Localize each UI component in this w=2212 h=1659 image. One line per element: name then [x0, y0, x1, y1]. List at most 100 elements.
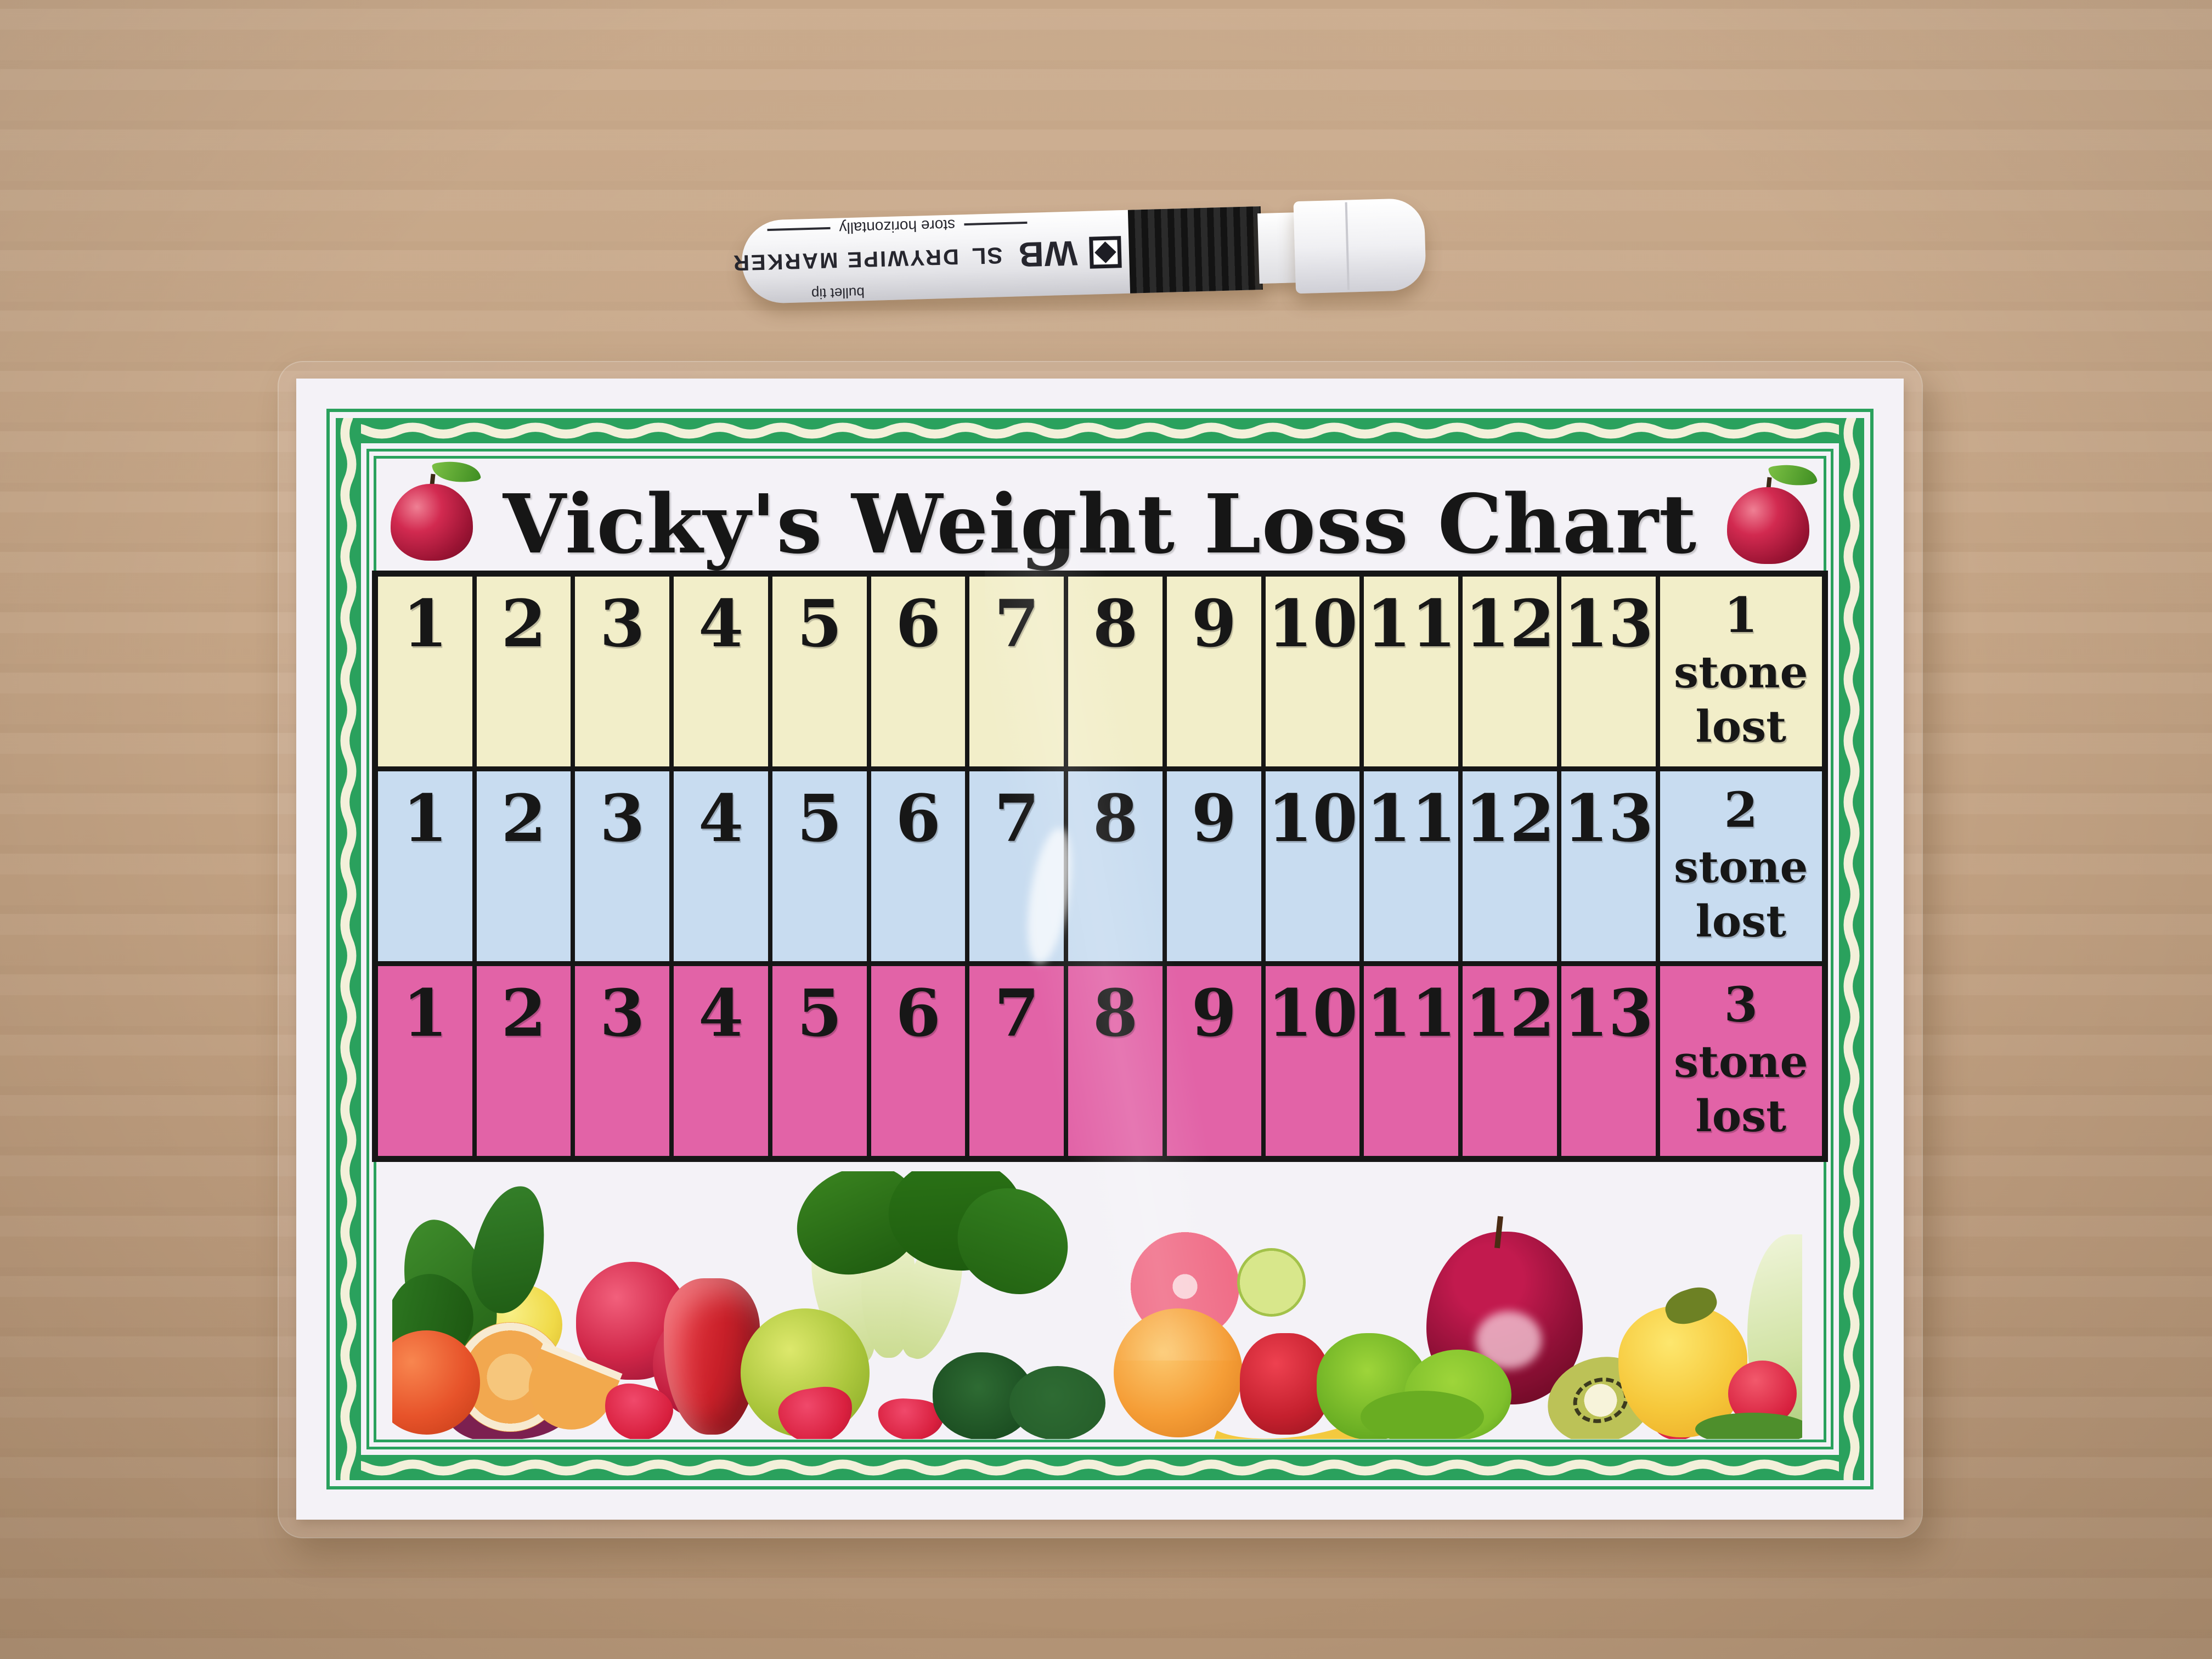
week-cell: 6	[871, 966, 966, 1156]
week-cell: 3	[575, 966, 670, 1156]
row-1-stone: 1 2 3 4 5 6 7 8 9 10 11 12 13 1 stone lost	[378, 577, 1822, 766]
page-title: Vicky's Weight Loss Chart	[503, 476, 1697, 572]
goal-cell: 3 stone lost	[1660, 966, 1822, 1156]
week-cell: 9	[1166, 771, 1261, 961]
drywipe-marker-pen: WB SL DRYWIPE MARKER store horizontally …	[731, 195, 1429, 313]
week-number: 5	[797, 585, 842, 662]
week-number: 11	[1366, 585, 1457, 662]
red-pepper-shape	[1240, 1333, 1330, 1435]
week-cell: 7	[969, 577, 1064, 766]
week-cell: 7	[969, 771, 1064, 961]
border-band-right	[1839, 418, 1864, 1480]
goal-word: stone	[1674, 646, 1808, 698]
week-number: 3	[600, 780, 645, 856]
marker-brand: WB	[1017, 233, 1078, 275]
week-number: 10	[1267, 585, 1358, 662]
marker-store-note: store horizontally	[767, 214, 1028, 239]
border-band-top	[336, 418, 1864, 443]
week-number: 4	[698, 585, 744, 662]
marker-grip-band	[1127, 206, 1263, 294]
week-number: 9	[1191, 975, 1237, 1051]
week-number: 5	[797, 780, 842, 856]
week-number: 1	[402, 975, 448, 1051]
goal-word: lost	[1695, 701, 1787, 752]
week-cell: 4	[674, 577, 768, 766]
week-cell: 12	[1463, 577, 1557, 766]
week-cell: 2	[476, 966, 571, 1156]
week-number: 5	[797, 975, 842, 1051]
week-cell: 5	[772, 577, 867, 766]
week-number: 12	[1464, 585, 1555, 662]
fruit-veg-collage	[392, 1171, 1802, 1439]
border-outer-line	[326, 409, 1874, 1489]
goal-cell: 2 stone lost	[1660, 771, 1822, 961]
week-number: 12	[1464, 780, 1555, 856]
week-cell: 7	[969, 966, 1064, 1156]
lime-shape	[1237, 1248, 1306, 1317]
week-cell: 2	[476, 577, 571, 766]
diamond-icon	[1094, 241, 1116, 263]
week-cell: 11	[1364, 966, 1459, 1156]
goal-word: stone	[1674, 841, 1808, 893]
week-cell: 12	[1463, 966, 1557, 1156]
week-number: 8	[1092, 975, 1138, 1051]
week-number: 7	[994, 975, 1040, 1051]
week-cell: 4	[674, 771, 768, 961]
week-cell: 10	[1265, 966, 1360, 1156]
week-cell: 13	[1561, 577, 1656, 766]
week-cell: 9	[1166, 577, 1261, 766]
week-number: 2	[501, 585, 546, 662]
marker-label-upside-down: WB SL DRYWIPE MARKER store horizontally …	[731, 210, 1122, 303]
week-number: 13	[1563, 585, 1654, 662]
marker-cap-collar	[1257, 212, 1299, 284]
parsley-shape	[1009, 1366, 1105, 1439]
week-number: 10	[1267, 780, 1358, 856]
week-cell: 9	[1166, 966, 1261, 1156]
week-cell: 1	[378, 966, 472, 1156]
week-number: 9	[1191, 585, 1237, 662]
week-number: 2	[501, 975, 546, 1051]
goal-number: 2	[1724, 781, 1758, 838]
marker-type: DRYWIPE MARKER	[731, 244, 960, 275]
week-number: 1	[402, 780, 448, 856]
orange-shape	[1114, 1308, 1243, 1437]
goal-cell: 1 stone lost	[1660, 577, 1822, 766]
greens-shape	[1695, 1413, 1802, 1439]
week-cell: 3	[575, 771, 670, 961]
week-number: 11	[1366, 975, 1457, 1051]
week-cell: 2	[476, 771, 571, 961]
week-cell: 5	[772, 966, 867, 1156]
border-band-bottom	[336, 1455, 1864, 1480]
week-cell: 6	[871, 771, 966, 961]
frisee-lettuce-shape	[1361, 1391, 1484, 1439]
week-number: 8	[1092, 585, 1138, 662]
red-apple-icon	[1727, 459, 1818, 564]
week-cell: 3	[575, 577, 670, 766]
week-number: 12	[1464, 975, 1555, 1051]
border-inner-line-1	[366, 449, 1833, 1449]
goal-word: lost	[1695, 1090, 1787, 1142]
goal-word: stone	[1674, 1036, 1808, 1087]
week-number: 13	[1563, 780, 1654, 856]
week-number: 8	[1092, 780, 1138, 856]
week-cell: 6	[871, 577, 966, 766]
tracking-table: 1 2 3 4 5 6 7 8 9 10 11 12 13 1 stone lost 1 2 3 4 5 6 7 8 9 10 11…	[372, 571, 1828, 1162]
wave-ribbon-icon	[336, 422, 1864, 439]
week-cell: 8	[1068, 771, 1163, 961]
week-cell: 12	[1463, 771, 1557, 961]
week-number: 7	[994, 585, 1040, 662]
goal-word: lost	[1695, 895, 1787, 947]
wave-ribbon-icon	[336, 1459, 1864, 1476]
week-number: 6	[895, 585, 941, 662]
week-number: 4	[698, 780, 744, 856]
weight-loss-chart-card: Vicky's Weight Loss Chart 1 2 3 4 5 6 7 8 9 10 11 1…	[296, 379, 1904, 1520]
week-cell: 8	[1068, 966, 1163, 1156]
week-number: 6	[895, 975, 941, 1051]
border-band-left	[336, 418, 361, 1480]
week-cell: 11	[1364, 577, 1459, 766]
marker-cap	[1293, 198, 1427, 294]
week-number: 3	[600, 975, 645, 1051]
week-cell: 4	[674, 966, 768, 1156]
week-cell: 1	[378, 577, 472, 766]
wave-ribbon-icon	[340, 418, 357, 1480]
